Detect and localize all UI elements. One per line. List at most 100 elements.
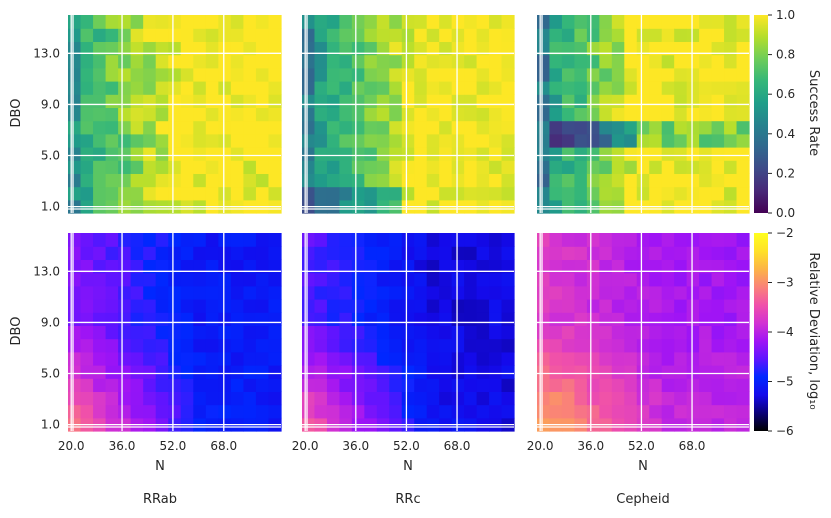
- heatmap-cell: [193, 233, 207, 247]
- heatmap-cell: [451, 133, 465, 148]
- heatmap-cell: [93, 299, 107, 313]
- heatmap-cell: [155, 404, 169, 419]
- heatmap-cell: [686, 233, 700, 247]
- heatmap-cell: [314, 173, 328, 188]
- x-tick-label: 36.0: [577, 439, 604, 453]
- heatmap-cell: [93, 404, 107, 419]
- heatmap-cell: [339, 28, 353, 42]
- heatmap-cell: [586, 246, 600, 260]
- heatmap-cell: [268, 186, 282, 201]
- heatmap-cell: [68, 173, 82, 188]
- heatmap-cell: [649, 299, 663, 313]
- heatmap-cell: [464, 285, 478, 300]
- heatmap-cell: [255, 160, 270, 174]
- heatmap-cell: [649, 120, 663, 135]
- heatmap-cell: [464, 133, 478, 148]
- heatmap-cell: [364, 147, 378, 161]
- heatmap-cell: [93, 233, 107, 247]
- heatmap-cell: [230, 67, 245, 82]
- heatmap-cell: [549, 391, 563, 406]
- heatmap-cell: [599, 28, 613, 42]
- heatmap-cell: [105, 41, 119, 56]
- heatmap-cell: [268, 173, 282, 188]
- heatmap-cell: [501, 233, 515, 247]
- heatmap-cell: [599, 365, 613, 379]
- heatmap-cell: [243, 107, 257, 122]
- heatmap-cell: [501, 94, 515, 108]
- heatmap-cell: [611, 28, 625, 42]
- heatmap-cell: [302, 338, 316, 353]
- heatmap-cell: [255, 299, 270, 313]
- heatmap-cell: [711, 81, 725, 95]
- y-tick-label: 1.0: [41, 418, 60, 432]
- heatmap-cell: [501, 272, 515, 287]
- heatmap-cell: [230, 81, 245, 95]
- heatmap-cell: [711, 391, 725, 406]
- heatmap-cell: [118, 160, 132, 174]
- heatmap-cell: [439, 338, 453, 353]
- heatmap-cell: [339, 285, 353, 300]
- heatmap-cell: [180, 233, 194, 247]
- heatmap-cell: [674, 325, 688, 340]
- heatmap-cell: [401, 378, 415, 392]
- heatmap-cell: [168, 94, 182, 108]
- heatmap-cell: [489, 285, 503, 300]
- heatmap-cell: [426, 54, 440, 69]
- heatmap-cell: [230, 233, 245, 247]
- heatmap-cell: [105, 120, 119, 135]
- heatmap-cell: [155, 15, 169, 29]
- heatmap-cell: [699, 246, 713, 260]
- heatmap-cell: [426, 173, 440, 188]
- heatmap-cell: [339, 147, 353, 161]
- heatmap-cell: [80, 54, 94, 69]
- heatmap-cell: [326, 107, 341, 122]
- heatmap-cell: [376, 272, 390, 287]
- heatmap-cell: [736, 15, 750, 29]
- heatmap-cell: [105, 186, 119, 201]
- heatmap-cell: [155, 107, 169, 122]
- heatmap-cell: [724, 15, 738, 29]
- heatmap-cell: [168, 41, 182, 56]
- heatmap-cell: [476, 365, 490, 379]
- heatmap-deviation-rrab: 1.0 5.0 9.0 13.0 20.0 36.0 52.0 68.0: [33, 233, 282, 453]
- heatmap-cell: [426, 107, 440, 122]
- heatmap-cell: [80, 365, 94, 379]
- heatmap-cell: [168, 365, 182, 379]
- heatmap-cell: [389, 15, 403, 29]
- heatmap-cell: [314, 378, 328, 392]
- heatmap-cell: [351, 299, 365, 313]
- heatmap-cell: [426, 133, 440, 148]
- heatmap-cell: [561, 107, 576, 122]
- heatmap-cell: [105, 285, 119, 300]
- heatmap-cell: [130, 365, 144, 379]
- heatmap-cell: [574, 391, 588, 406]
- heatmap-cell: [364, 246, 378, 260]
- heatmap-cell: [243, 186, 257, 201]
- heatmap-cell: [180, 186, 194, 201]
- heatmap-cell: [351, 107, 365, 122]
- heatmap-cell: [130, 15, 144, 29]
- heatmap-cell: [339, 160, 353, 174]
- heatmap-cell: [451, 54, 465, 69]
- heatmap-cell: [451, 107, 465, 122]
- heatmap-cell: [389, 147, 403, 161]
- heatmap-cell: [143, 81, 157, 95]
- heatmap-cell: [501, 404, 515, 419]
- heatmap-cell: [686, 391, 700, 406]
- heatmap-cell: [649, 378, 663, 392]
- heatmap-cell: [636, 391, 650, 406]
- heatmap-cell: [80, 325, 94, 340]
- heatmap-cell: [636, 147, 650, 161]
- heatmap-cell: [339, 391, 353, 406]
- heatmap-cell: [168, 378, 182, 392]
- x-tick-label: 20.0: [58, 439, 85, 453]
- heatmap-cell: [255, 378, 270, 392]
- heatmap-cell: [439, 233, 453, 247]
- heatmap-cell: [464, 325, 478, 340]
- heatmap-cell: [451, 160, 465, 174]
- heatmap-cell: [268, 54, 282, 69]
- heatmap-cell: [439, 404, 453, 419]
- heatmap-cell: [414, 378, 428, 392]
- heatmap-cell: [624, 259, 638, 274]
